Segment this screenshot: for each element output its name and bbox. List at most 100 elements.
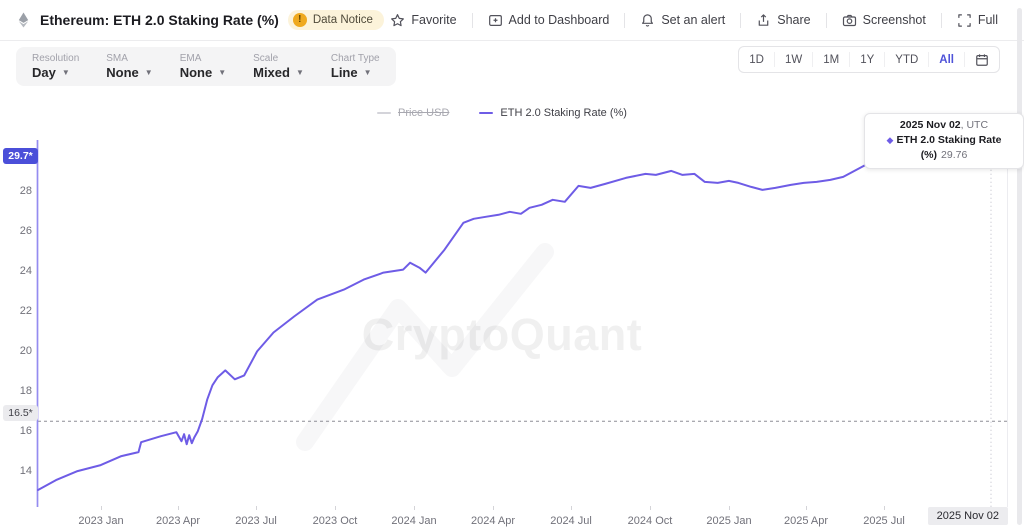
divider <box>740 12 742 28</box>
legend-label: Price USD <box>398 107 450 119</box>
chevron-down-icon: ▼ <box>295 68 304 77</box>
camera-icon <box>842 13 857 28</box>
vertical-scrollbar[interactable] <box>1017 8 1022 525</box>
share-label: Share <box>777 13 811 27</box>
range-1w-button[interactable]: 1W <box>775 47 812 72</box>
y-axis-label: 16 <box>19 424 32 437</box>
y-axis-label: 14 <box>19 464 32 477</box>
chart-type-dropdown[interactable]: Chart Type Line ▼ <box>331 53 380 80</box>
divider <box>825 12 827 28</box>
x-axis-label: 2024 Oct <box>627 515 673 527</box>
scale-dropdown[interactable]: Scale Mixed ▼ <box>253 53 304 80</box>
set-alert-button[interactable]: Set an alert <box>638 11 727 30</box>
screenshot-label: Screenshot <box>862 13 926 27</box>
x-axis-label: 2024 Jul <box>550 515 592 527</box>
divider <box>773 52 775 67</box>
y-axis-label: 18 <box>19 384 32 397</box>
add-to-dashboard-label: Add to Dashboard <box>508 13 610 27</box>
sma-value: None <box>106 65 139 80</box>
share-icon <box>756 13 771 28</box>
chart-plot-area[interactable] <box>38 140 1007 507</box>
chart-type-label: Chart Type <box>330 53 380 64</box>
divider <box>624 12 626 28</box>
legend-item-staking-rate[interactable]: ETH 2.0 Staking Rate (%) <box>479 107 627 119</box>
screenshot-button[interactable]: Screenshot <box>840 11 928 30</box>
divider <box>928 52 930 67</box>
x-axis-tick <box>178 506 179 510</box>
header: Ethereum: ETH 2.0 Staking Rate (%) ! Dat… <box>0 0 1024 40</box>
favorite-button[interactable]: Favorite <box>388 11 458 30</box>
divider <box>849 52 851 67</box>
bell-icon <box>640 13 655 28</box>
current-value-badge: 29.7* <box>3 147 38 164</box>
add-to-dashboard-icon <box>488 13 503 28</box>
chart-legend: Price USD ETH 2.0 Staking Rate (%) <box>0 107 1004 119</box>
range-1m-button[interactable]: 1M <box>813 47 849 72</box>
chevron-down-icon: ▼ <box>363 68 372 77</box>
x-axis-tick <box>414 506 415 510</box>
x-axis-tick <box>806 506 807 510</box>
x-axis-tick <box>884 506 885 510</box>
x-axis-label: 2024 Apr <box>470 515 516 527</box>
chevron-down-icon: ▼ <box>218 68 227 77</box>
tooltip-date-row: 2025 Nov 02, UTC <box>874 118 1014 133</box>
range-1y-button[interactable]: 1Y <box>850 47 884 72</box>
line-swatch-icon <box>479 112 494 114</box>
resolution-dropdown[interactable]: Resolution Day ▼ <box>32 53 79 80</box>
sma-dropdown[interactable]: SMA None ▼ <box>106 53 152 80</box>
y-axis-label: 28 <box>19 185 32 198</box>
header-actions: Favorite Add to Dashboard Set an alert <box>388 11 1000 30</box>
x-axis-label: 2023 Apr <box>155 515 201 527</box>
x-axis-tick <box>335 506 336 510</box>
line-swatch-icon <box>377 112 392 114</box>
chart-type-value: Line <box>330 65 358 80</box>
x-axis-tick <box>729 506 730 510</box>
data-notice-label: Data Notice <box>312 14 373 26</box>
range-all-button[interactable]: All <box>929 47 964 72</box>
x-axis-tick <box>571 506 572 510</box>
divider <box>940 12 942 28</box>
sma-label: SMA <box>106 53 128 64</box>
x-axis-tick <box>101 506 102 510</box>
chart-settings-panel: Resolution Day ▼ SMA None ▼ EMA None ▼ Scal… <box>16 47 396 86</box>
resolution-label: Resolution <box>32 53 80 64</box>
scale-label: Scale <box>253 53 279 64</box>
scale-value: Mixed <box>253 65 290 80</box>
time-range-selector: 1D 1W 1M 1Y YTD All <box>738 46 1000 73</box>
tooltip-value: 29.76 <box>941 149 968 162</box>
diamond-icon: ◆ <box>886 135 894 146</box>
header-divider <box>0 40 1024 41</box>
add-to-dashboard-button[interactable]: Add to Dashboard <box>486 11 612 30</box>
ethereum-icon <box>18 12 29 28</box>
divider <box>471 12 473 28</box>
calendar-icon <box>975 53 989 67</box>
x-axis-label: 2025 Jul <box>863 515 905 527</box>
divider <box>812 52 814 67</box>
tooltip-utc: , UTC <box>960 119 989 131</box>
x-axis-label: 2023 Jul <box>235 515 277 527</box>
share-button[interactable]: Share <box>754 11 812 30</box>
ema-dropdown[interactable]: EMA None ▼ <box>180 53 226 80</box>
resolution-value: Day <box>32 65 56 80</box>
x-axis-label: 2023 Jan <box>78 515 124 527</box>
x-axis-label: 2025 Apr <box>783 515 829 527</box>
ema-value: None <box>179 65 213 80</box>
fullscreen-label: Full <box>977 13 998 27</box>
x-axis-end-date-badge: 2025 Nov 02 <box>927 507 1008 525</box>
legend-item-price-usd[interactable]: Price USD <box>377 107 449 119</box>
reference-value-badge: 16.5* <box>3 405 38 422</box>
tooltip-value-row: ◆ ETH 2.0 Staking Rate (%) 29.76 <box>874 133 1014 163</box>
ema-label: EMA <box>179 53 202 64</box>
range-ytd-button[interactable]: YTD <box>885 47 928 72</box>
fullscreen-button[interactable]: Full <box>955 11 1000 30</box>
range-1d-button[interactable]: 1D <box>739 47 774 72</box>
legend-label: ETH 2.0 Staking Rate (%) <box>500 107 627 119</box>
data-notice-badge[interactable]: ! Data Notice <box>287 10 384 30</box>
divider <box>884 52 886 67</box>
star-icon <box>390 13 405 28</box>
x-axis-tick <box>493 506 494 510</box>
date-picker-button[interactable] <box>965 47 999 72</box>
x-axis-tick <box>256 506 257 510</box>
page-title: Ethereum: ETH 2.0 Staking Rate (%) <box>40 12 279 28</box>
